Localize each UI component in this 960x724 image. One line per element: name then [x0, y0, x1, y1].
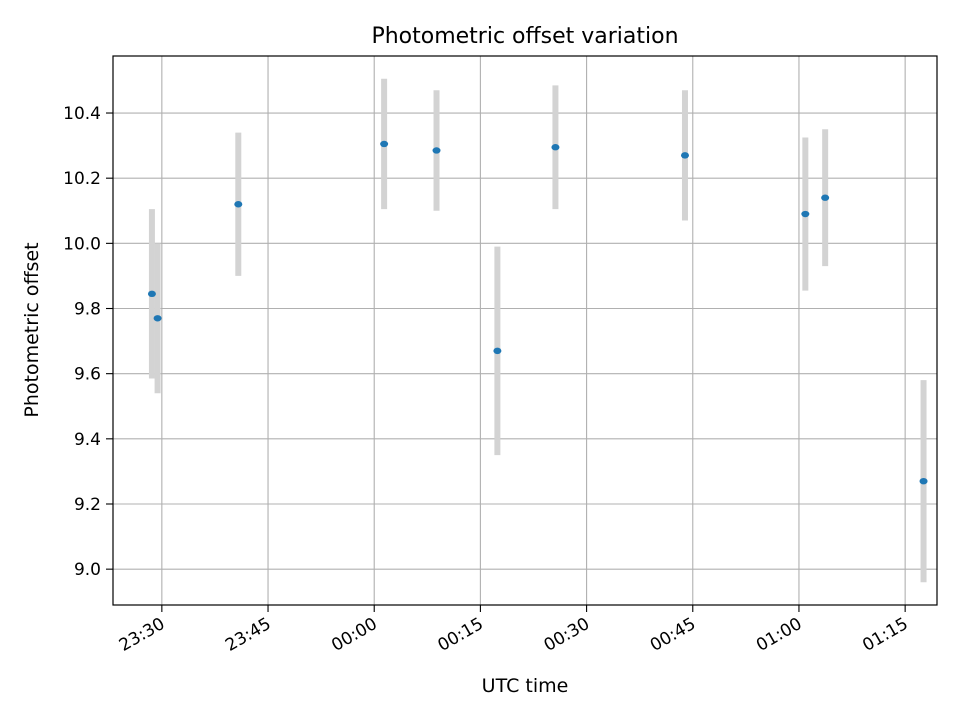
chart-title: Photometric offset variation: [371, 24, 678, 49]
y-tick-label: 9.2: [74, 495, 101, 515]
data-point: [919, 477, 928, 485]
data-point: [680, 152, 689, 159]
y-tick-label: 9.4: [74, 430, 101, 450]
y-tick-label: 9.0: [74, 560, 101, 580]
data-point: [551, 144, 560, 151]
y-tick-label: 9.6: [74, 365, 101, 385]
y-axis-label: Photometric offset: [21, 242, 43, 417]
data-point: [380, 140, 389, 148]
point-layer: [147, 140, 928, 485]
data-point: [821, 194, 830, 201]
y-tick-label: 10.4: [63, 104, 101, 124]
y-tick-label: 10.2: [63, 169, 101, 189]
y-tick-label: 9.8: [74, 300, 101, 320]
y-tick-label: 10.0: [63, 234, 101, 254]
data-point: [801, 210, 810, 218]
grid-layer: [113, 56, 937, 605]
x-axis-label: UTC time: [482, 675, 569, 697]
data-point: [493, 347, 502, 355]
y-axis: 9.0 9.2 9.4 9.6 9.8 10.0 10.2 10.4: [63, 104, 113, 580]
data-point: [153, 315, 162, 322]
plot-frame: [112, 55, 938, 606]
data-point: [147, 290, 156, 298]
data-point: [432, 147, 441, 154]
data-point: [234, 201, 243, 208]
